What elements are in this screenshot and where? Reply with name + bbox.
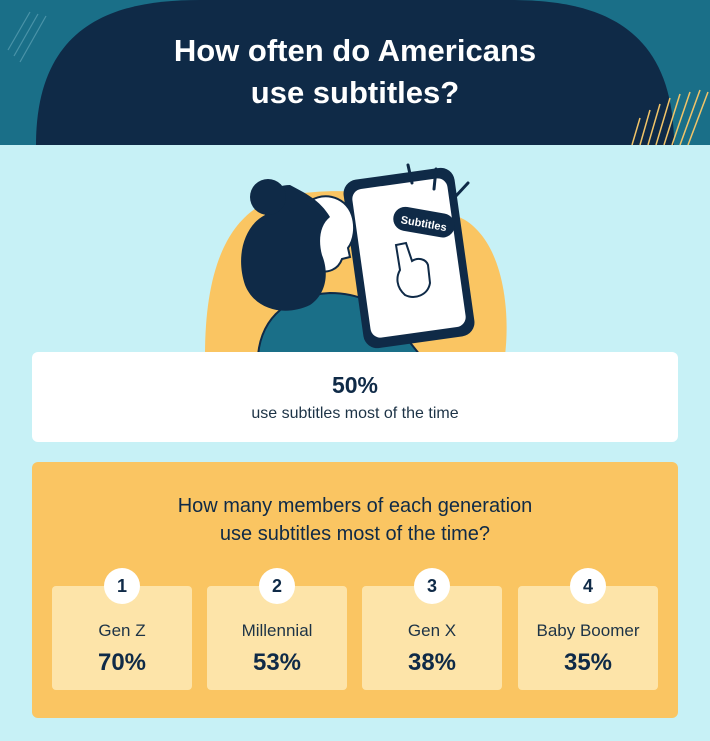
generation-percent: 35% — [563, 649, 613, 676]
overall-stat-card: 50% use subtitles most of the time — [32, 352, 678, 442]
generation-percent: 53% — [252, 649, 302, 676]
generation-card-millennial: 2 Millennial 53% — [207, 568, 347, 690]
woman-with-phone-illustration: Subtitles — [205, 163, 507, 356]
generation-percent: 70% — [97, 649, 147, 676]
subtitles-button-graphic: Subtitles — [393, 206, 455, 238]
question-line-2: use subtitles most of the time? — [219, 523, 491, 545]
rank-badge: 4 — [570, 568, 606, 604]
generations-question: How many members of each generation use … — [32, 492, 678, 548]
overall-stat-value: 50% — [331, 372, 379, 398]
rank-badge: 3 — [414, 568, 450, 604]
generation-name: Millennial — [241, 621, 313, 640]
header-background — [0, 0, 710, 145]
title-line-2: use subtitles? — [250, 75, 460, 110]
generation-card-gen-x: 3 Gen X 38% — [362, 568, 502, 690]
generation-card-baby-boomer: 4 Baby Boomer 35% — [518, 568, 658, 690]
overall-stat-label: use subtitles most of the time — [251, 405, 459, 422]
rank-badge: 1 — [104, 568, 140, 604]
header-banner: How often do Americans use subtitles? — [0, 0, 710, 145]
generation-percent: 38% — [407, 649, 457, 676]
phone-signal-lines — [406, 163, 470, 199]
top-left-dots-decoration — [7, 11, 47, 63]
generation-name: Gen X — [407, 621, 457, 640]
title-line-1: How often do Americans — [173, 33, 537, 68]
generation-name: Gen Z — [98, 621, 146, 640]
generations-panel: How many members of each generation use … — [32, 462, 678, 718]
page-title: How often do Americans use subtitles? — [0, 30, 710, 114]
generation-name: Baby Boomer — [536, 621, 640, 640]
question-line-1: How many members of each generation — [177, 495, 533, 517]
generation-card-gen-z: 1 Gen Z 70% — [52, 568, 192, 690]
bottom-right-lines-decoration — [631, 89, 709, 145]
rank-badge: 2 — [259, 568, 295, 604]
